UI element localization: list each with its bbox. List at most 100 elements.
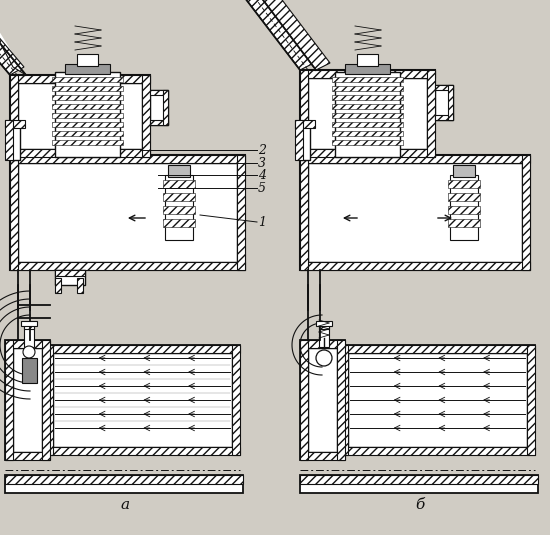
Bar [453,165,475,177]
Bar [52,95,123,100]
Bar [52,140,123,145]
Bar [45,345,240,455]
Bar [427,70,435,157]
Text: 5: 5 [258,181,266,195]
Bar [168,165,190,177]
Bar [45,345,240,353]
Bar [300,262,530,270]
Bar [448,85,453,120]
Bar [332,122,403,127]
Bar [150,90,168,95]
Bar [237,155,245,270]
Bar [150,120,168,125]
Bar [332,113,403,118]
Bar [163,180,195,188]
Polygon shape [235,0,314,70]
Bar [319,325,329,347]
Bar [53,353,232,447]
Polygon shape [0,0,26,75]
Bar [10,75,150,157]
Bar [300,70,435,78]
Bar [165,175,193,240]
Bar [300,475,538,493]
Bar [300,155,530,270]
Bar [300,70,435,157]
Bar [522,155,530,270]
Bar [163,206,195,214]
Bar [24,325,34,347]
Bar [337,340,345,460]
Bar [448,219,480,227]
Bar [77,54,98,66]
Bar [300,155,530,163]
Bar [300,149,435,157]
Bar [340,345,348,455]
Bar [5,340,50,348]
Bar [340,447,535,455]
Bar [435,85,453,120]
Polygon shape [257,0,330,63]
Bar [335,72,400,157]
Bar [18,83,142,149]
Bar [24,325,34,329]
Bar [300,70,308,157]
Bar [300,155,308,270]
Bar [45,447,240,455]
Bar [295,120,315,128]
Bar [316,321,332,326]
Bar [163,90,168,125]
Bar [13,348,42,452]
Bar [163,219,195,227]
Bar [308,348,337,452]
Bar [10,155,245,163]
Bar [300,340,308,460]
Bar [332,140,403,145]
Circle shape [23,346,35,358]
Bar [300,125,310,160]
Bar [332,95,403,100]
Bar [52,131,123,136]
Text: 3: 3 [258,157,266,170]
Bar [10,149,150,157]
Bar [5,452,50,460]
Bar [232,345,240,455]
Text: б: б [415,498,425,512]
Bar [448,206,480,214]
Bar [300,340,345,348]
Bar [65,64,110,74]
Bar [332,131,403,136]
Bar [21,321,37,326]
Bar [450,175,478,240]
Bar [5,475,243,493]
Bar [55,72,120,157]
Bar [10,75,18,157]
Text: 4: 4 [258,169,266,181]
Bar [332,86,403,91]
Bar [18,163,237,262]
Bar [55,270,85,285]
Bar [5,340,50,460]
Bar [52,86,123,91]
Text: 2: 2 [258,143,266,157]
Polygon shape [0,0,20,72]
Bar [52,77,123,82]
Bar [332,104,403,109]
Bar [52,104,123,109]
Text: 1: 1 [258,216,266,228]
Bar [295,120,303,160]
Bar [435,115,453,120]
Bar [5,120,13,160]
Bar [45,345,53,455]
Circle shape [316,350,332,366]
Bar [527,345,535,455]
Bar [345,64,390,74]
Bar [300,475,538,484]
Bar [300,340,345,460]
Bar [340,345,535,353]
Bar [77,278,83,293]
Text: а: а [120,498,130,512]
Polygon shape [257,0,330,70]
Bar [150,90,168,125]
Bar [52,122,123,127]
Bar [448,193,480,201]
